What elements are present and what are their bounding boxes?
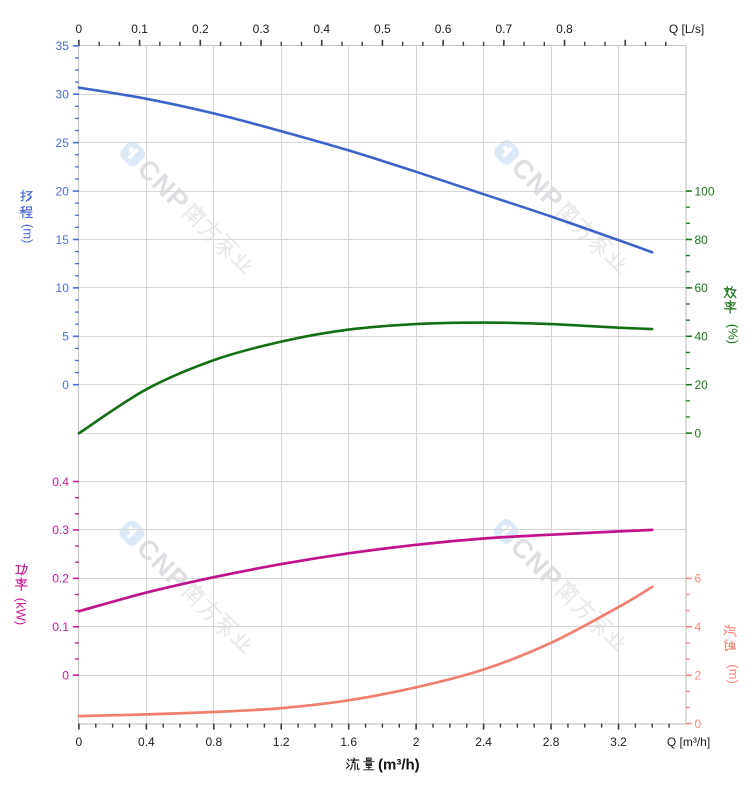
svg-text:0.5: 0.5: [374, 22, 391, 36]
svg-text:0.2: 0.2: [192, 22, 209, 36]
svg-text:(kW): (kW): [14, 598, 29, 625]
svg-text:(m): (m): [726, 664, 741, 684]
svg-text:0.6: 0.6: [435, 22, 452, 36]
svg-text:0.3: 0.3: [253, 22, 270, 36]
svg-text:15: 15: [56, 233, 70, 247]
svg-text:0.1: 0.1: [131, 22, 148, 36]
svg-text:20: 20: [695, 378, 709, 392]
svg-text:(%): (%): [726, 324, 741, 344]
svg-text:10: 10: [56, 281, 70, 295]
svg-text:0.4: 0.4: [138, 735, 155, 749]
svg-text:0.7: 0.7: [495, 22, 512, 36]
svg-text:0.4: 0.4: [313, 22, 330, 36]
svg-text:100: 100: [695, 184, 715, 198]
svg-text:80: 80: [695, 233, 709, 247]
svg-text:0: 0: [76, 22, 83, 36]
svg-text:0: 0: [695, 426, 702, 440]
svg-text:0.4: 0.4: [52, 475, 69, 489]
svg-text:0.8: 0.8: [205, 735, 222, 749]
svg-text:0.1: 0.1: [52, 620, 69, 634]
svg-text:6: 6: [695, 572, 702, 586]
svg-text:3.2: 3.2: [610, 735, 627, 749]
svg-text:1.6: 1.6: [340, 735, 357, 749]
svg-text:0: 0: [76, 735, 83, 749]
svg-text:1.2: 1.2: [273, 735, 290, 749]
svg-text:30: 30: [56, 88, 70, 102]
svg-text:2.4: 2.4: [475, 735, 492, 749]
svg-text:0: 0: [62, 378, 69, 392]
svg-text:2: 2: [413, 735, 420, 749]
svg-text:2.8: 2.8: [543, 735, 560, 749]
svg-text:(m³/h): (m³/h): [378, 756, 420, 773]
svg-text:40: 40: [695, 330, 709, 344]
svg-text:Q [L/s]: Q [L/s]: [669, 22, 704, 36]
svg-text:Q [m³/h]: Q [m³/h]: [667, 735, 710, 749]
svg-text:60: 60: [695, 281, 709, 295]
svg-text:0: 0: [62, 669, 69, 683]
svg-text:5: 5: [62, 330, 69, 344]
svg-text:0.2: 0.2: [52, 572, 69, 586]
svg-text:35: 35: [56, 39, 70, 53]
svg-text:25: 25: [56, 136, 70, 150]
svg-text:4: 4: [695, 620, 702, 634]
svg-text:0.8: 0.8: [556, 22, 573, 36]
svg-text:2: 2: [695, 669, 702, 683]
svg-text:(m): (m): [21, 224, 36, 244]
svg-text:0: 0: [695, 717, 702, 731]
svg-text:20: 20: [56, 184, 70, 198]
svg-text:0.3: 0.3: [52, 523, 69, 537]
